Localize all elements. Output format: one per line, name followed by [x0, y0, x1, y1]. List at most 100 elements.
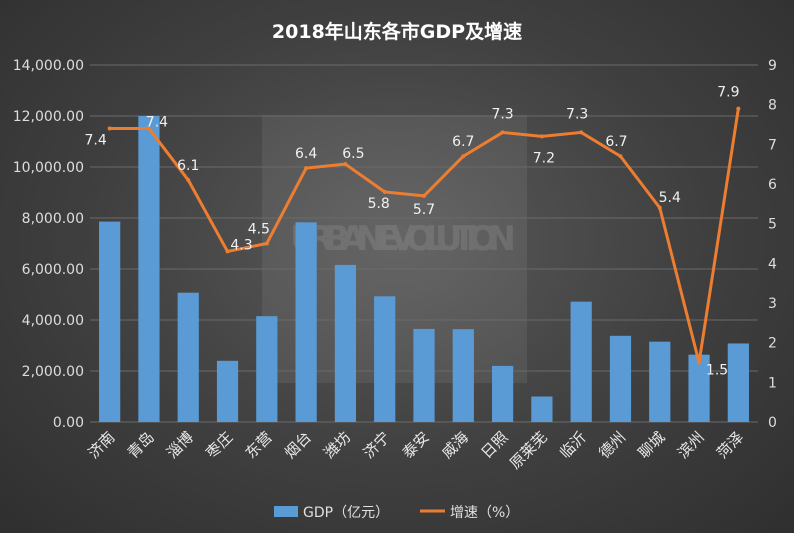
category-label: 滨州	[674, 428, 708, 462]
gdp-bar	[531, 396, 553, 422]
growth-data-label: 6.5	[342, 146, 364, 162]
growth-data-label: 6.1	[177, 158, 199, 174]
category-label: 潍坊	[320, 428, 354, 462]
right-tick-label: 4	[768, 256, 777, 272]
gdp-bar	[452, 329, 474, 422]
growth-point	[264, 241, 269, 246]
growth-data-labels: 7.4 7.4 6.1 4.34.5 6.4 6.5 5.8 5.7 6.7 7.3 7.2 7.3 6…	[85, 85, 740, 379]
right-tick-label: 2	[768, 336, 777, 352]
growth-point	[579, 130, 584, 135]
gdp-bar	[216, 360, 239, 422]
growth-point	[225, 249, 230, 254]
category-label: 菏泽	[713, 428, 747, 462]
category-label: 淄博	[163, 428, 197, 462]
left-tick-label: 8,000.00	[22, 211, 84, 227]
category-label: 日照	[477, 428, 511, 462]
gdp-bar	[295, 222, 317, 422]
gdp-bars	[99, 116, 749, 422]
gdp-bar	[177, 292, 199, 422]
left-tick-label: 2,000.00	[22, 364, 84, 380]
growth-line	[107, 106, 741, 365]
right-tick-label: 8	[768, 98, 777, 114]
growth-point	[500, 130, 505, 135]
growth-point	[461, 154, 466, 159]
left-tick-label: 4,000.00	[22, 313, 84, 329]
growth-point	[382, 189, 387, 194]
right-axis: 0 1 2 3 4 5 6 7 8 9	[768, 58, 777, 431]
category-label: 济宁	[360, 428, 394, 462]
growth-point	[539, 134, 544, 139]
right-tick-label: 1	[768, 375, 777, 391]
category-label: 原莱芜	[506, 428, 551, 473]
gdp-bar	[570, 301, 592, 422]
category-label: 泰安	[399, 428, 433, 462]
left-tick-label: 0.00	[53, 415, 84, 431]
category-label: 德州	[595, 428, 629, 462]
growth-data-label: 7.2	[533, 150, 555, 166]
growth-data-label: 5.8	[368, 196, 390, 212]
growth-point	[736, 106, 741, 111]
growth-data-label: 4.5	[248, 222, 270, 238]
growth-data-label: 7.4	[146, 114, 168, 130]
growth-point	[146, 126, 151, 131]
left-tick-label: 6,000.00	[22, 262, 84, 278]
growth-point	[618, 154, 623, 159]
gdp-bar	[688, 354, 710, 422]
left-tick-label: 14,000.00	[13, 58, 84, 74]
category-label: 临沂	[556, 428, 590, 462]
legend-label-gdp: GDP（亿元）	[303, 505, 389, 521]
left-axis: 0.00 2,000.00 4,000.00 6,000.00 8,000.00 10,0…	[13, 58, 84, 431]
right-tick-label: 5	[768, 217, 777, 233]
category-label: 威海	[438, 428, 472, 462]
gdp-bar	[374, 296, 396, 422]
growth-data-label: 7.4	[85, 132, 107, 148]
legend-swatch-gdp	[274, 506, 298, 517]
category-label: 聊城	[635, 428, 669, 462]
growth-point	[657, 205, 662, 210]
gdp-bar	[609, 335, 632, 422]
growth-point	[107, 126, 112, 131]
gdp-bar	[413, 328, 435, 422]
right-tick-label: 6	[768, 177, 777, 193]
growth-data-label: 4.3	[230, 237, 252, 253]
growth-point	[304, 166, 309, 171]
growth-point	[697, 360, 702, 365]
growth-data-label: 6.4	[295, 146, 317, 162]
category-label: 枣庄	[202, 428, 236, 462]
growth-data-label: 5.7	[413, 202, 435, 218]
gdp-bar	[99, 221, 121, 422]
gdp-bar	[138, 116, 160, 422]
growth-data-label: 7.3	[491, 106, 513, 122]
growth-data-label: 6.7	[605, 134, 627, 150]
gridlines	[90, 64, 758, 423]
growth-data-label: 1.5	[706, 363, 728, 379]
category-label: 青岛	[124, 428, 158, 462]
right-tick-label: 3	[768, 296, 777, 312]
growth-data-label: 7.9	[717, 85, 739, 101]
growth-data-label: 5.4	[659, 190, 681, 206]
right-tick-label: 9	[768, 58, 777, 74]
category-label: 东营	[242, 428, 276, 462]
growth-data-label: 7.3	[566, 106, 588, 122]
right-tick-label: 7	[768, 137, 777, 153]
growth-data-label: 6.7	[452, 134, 474, 150]
gdp-bar	[256, 316, 278, 422]
gdp-bar	[727, 343, 749, 422]
gdp-bar	[491, 365, 514, 422]
category-label: 烟台	[281, 428, 315, 462]
watermark-text: URBAN EVOLUTION	[290, 219, 520, 259]
legend: GDP（亿元） 增速（%）	[274, 505, 519, 521]
left-tick-label: 12,000.00	[13, 109, 84, 125]
gdp-bar	[334, 264, 357, 422]
category-label: 济南	[85, 428, 119, 462]
left-tick-label: 10,000.00	[13, 160, 84, 176]
right-tick-label: 0	[768, 415, 777, 431]
legend-label-growth: 增速（%）	[450, 505, 519, 521]
gdp-bar	[649, 341, 671, 422]
growth-point	[186, 178, 191, 183]
growth-point	[422, 193, 426, 198]
growth-point	[343, 162, 348, 167]
chart-title: 2018年山东各市GDP及增速	[272, 20, 522, 43]
